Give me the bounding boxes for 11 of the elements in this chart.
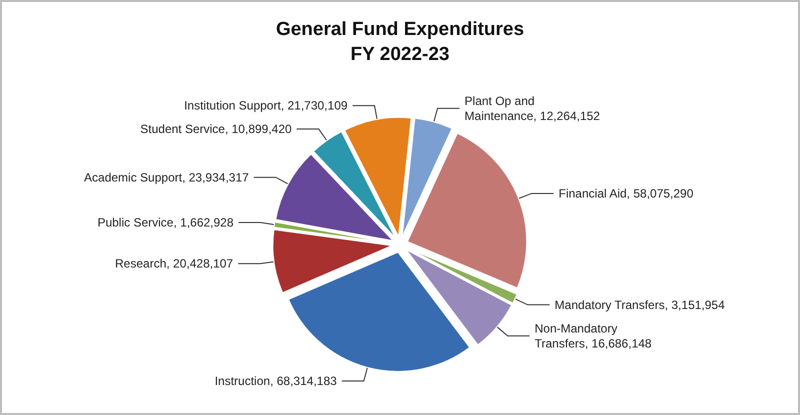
slice-label: Public Service, 1,662,928 [97, 215, 234, 230]
slice-label: Mandatory Transfers, 3,151,954 [554, 298, 726, 312]
slice-label: Instruction, 68,314,183 [214, 374, 338, 388]
slice-label: Student Service, 10,899,420 [140, 122, 292, 136]
slice-label: Academic Support, 23,934,317 [84, 170, 250, 184]
slice-label: Financial Aid, 58,075,290 [558, 186, 694, 200]
slice-label: Institution Support, 21,730,109 [184, 98, 348, 113]
chart-title: General Fund Expenditures FY 2022-23 [276, 19, 524, 65]
slice-label: Plant Op and Maintenance, 12,264,152 [464, 94, 600, 123]
slice-label: Non-Mandatory Transfers, 16,686,148 [534, 321, 652, 350]
slice-label: Research, 20,428,107 [115, 256, 234, 271]
